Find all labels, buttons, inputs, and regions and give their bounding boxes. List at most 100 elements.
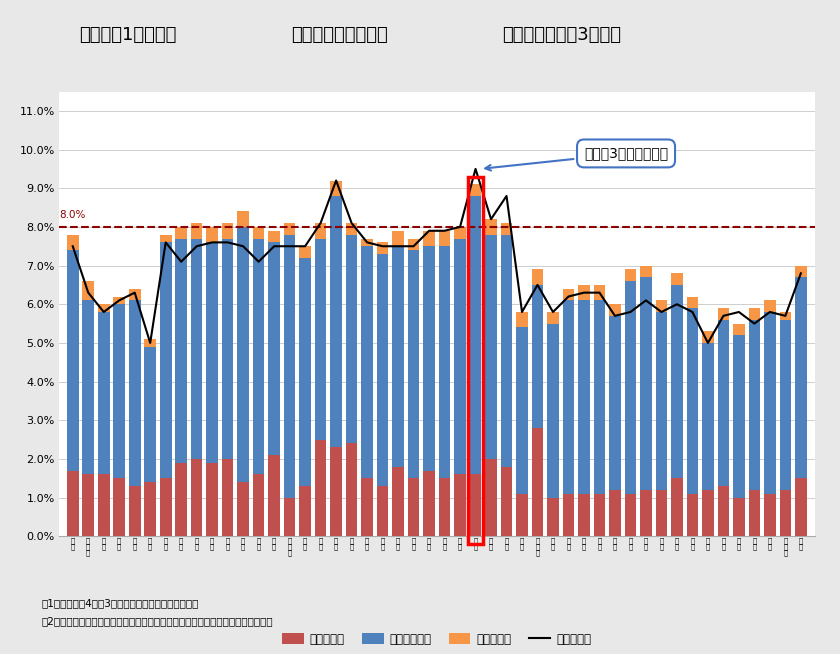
Bar — [702, 343, 714, 490]
総計伸び率 — [517, 308, 527, 316]
Bar — [330, 181, 342, 196]
総計伸び率 — [734, 308, 744, 316]
総計伸び率 — [331, 177, 341, 184]
Bar — [640, 277, 652, 490]
Bar — [733, 324, 745, 336]
Bar — [176, 239, 187, 463]
Bar — [191, 223, 202, 239]
Bar — [98, 304, 109, 312]
総計伸び率 — [795, 269, 806, 277]
Bar — [438, 247, 450, 478]
Bar — [486, 459, 496, 536]
Bar — [129, 486, 140, 536]
Legend: 入院寄与度, 入院外寄与度, 歯科寄与度, 総計伸び率: 入院寄与度, 入院外寄与度, 歯科寄与度, 総計伸び率 — [278, 628, 596, 651]
Bar — [609, 490, 621, 536]
Bar — [191, 459, 202, 536]
Bar — [82, 281, 94, 300]
Bar — [392, 467, 404, 536]
Bar — [578, 494, 590, 536]
Bar — [284, 223, 296, 235]
総計伸び率 — [610, 312, 620, 320]
総計伸び率 — [595, 288, 605, 296]
Bar — [113, 296, 125, 304]
Bar — [671, 285, 683, 478]
Bar — [686, 494, 698, 536]
Bar — [315, 439, 327, 536]
Bar — [470, 474, 481, 536]
Bar — [361, 247, 373, 478]
総計伸び率 — [765, 308, 775, 316]
総計伸び率 — [300, 243, 310, 250]
総計伸び率 — [347, 219, 357, 227]
Bar — [144, 347, 156, 482]
Bar — [780, 312, 791, 320]
Bar — [113, 478, 125, 536]
総計伸び率 — [223, 239, 233, 247]
Bar — [160, 478, 171, 536]
Line: 総計伸び率: 総計伸び率 — [73, 169, 801, 343]
Bar — [625, 494, 636, 536]
Bar — [671, 478, 683, 536]
Bar — [501, 235, 512, 467]
Bar — [563, 494, 575, 536]
Bar — [253, 474, 265, 536]
Text: 8.0%: 8.0% — [59, 210, 85, 220]
Bar — [207, 463, 218, 536]
Bar — [594, 300, 606, 494]
総計伸び率 — [749, 320, 759, 328]
Bar — [238, 211, 249, 227]
総計伸び率 — [238, 243, 248, 250]
Bar — [67, 235, 79, 250]
総計伸び率 — [687, 308, 697, 316]
Bar — [315, 223, 327, 239]
Bar — [717, 486, 729, 536]
Bar — [238, 482, 249, 536]
Bar — [82, 300, 94, 474]
Bar — [656, 300, 667, 312]
総計伸び率 — [98, 308, 108, 316]
Bar — [144, 339, 156, 347]
Bar — [438, 231, 450, 247]
Text: 診療種別1人当たり: 診療種別1人当たり — [79, 26, 176, 44]
総計伸び率 — [424, 227, 434, 235]
Text: の寄与度（令和3年度）: の寄与度（令和3年度） — [502, 26, 622, 44]
Bar — [532, 269, 543, 285]
Bar — [470, 196, 481, 474]
総計伸び率 — [780, 312, 790, 320]
Bar — [423, 470, 435, 536]
総計伸び率 — [626, 308, 636, 316]
Bar — [517, 494, 528, 536]
Bar — [222, 223, 234, 239]
総計伸び率 — [470, 165, 480, 173]
Bar — [377, 254, 388, 486]
Bar — [315, 239, 327, 439]
Bar — [656, 490, 667, 536]
Bar — [671, 273, 683, 285]
総計伸び率 — [285, 243, 295, 250]
Bar — [176, 227, 187, 239]
Bar — [547, 312, 559, 324]
Bar — [392, 247, 404, 467]
Bar — [486, 235, 496, 459]
Bar — [748, 490, 760, 536]
総計伸び率 — [641, 296, 651, 304]
Bar — [795, 277, 806, 478]
Bar — [454, 474, 466, 536]
総計伸び率 — [501, 192, 512, 200]
Bar — [795, 478, 806, 536]
Bar — [346, 235, 357, 443]
Bar — [299, 486, 311, 536]
総計伸び率 — [207, 239, 218, 247]
Bar — [517, 312, 528, 328]
Bar — [563, 300, 575, 494]
総計伸び率 — [176, 258, 186, 266]
Bar — [160, 235, 171, 243]
Bar — [253, 239, 265, 474]
Bar — [532, 428, 543, 536]
Bar — [625, 281, 636, 494]
Bar — [129, 289, 140, 300]
Bar — [330, 447, 342, 536]
Bar — [625, 269, 636, 281]
Bar — [764, 494, 775, 536]
総計伸び率 — [145, 339, 155, 347]
